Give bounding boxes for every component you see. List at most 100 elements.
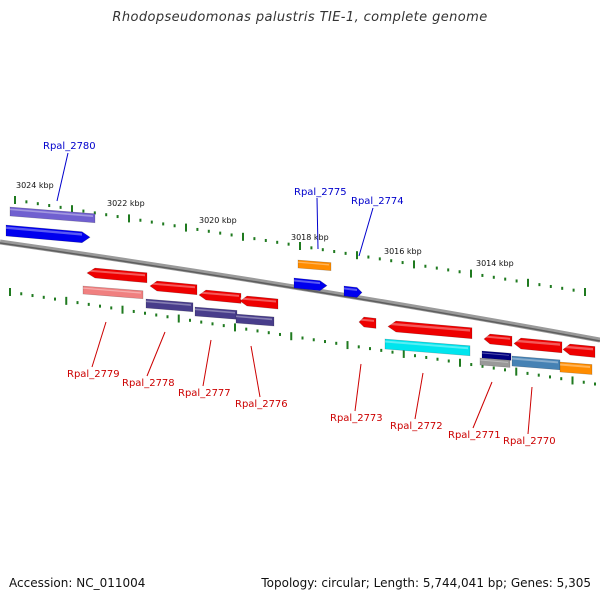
gene-rpal-2778 (149, 280, 198, 296)
rpal-2777-leader-line (202, 339, 212, 387)
kbp-label: 3024 kbp (16, 181, 54, 190)
gene-rpal-2772-cog (384, 338, 471, 357)
rpal-2778-label: Rpal_2778 (122, 378, 175, 389)
gene-rpal-2776 (239, 295, 279, 310)
gene-rpal-2770-cog (559, 361, 593, 375)
kbp-label: 3014 kbp (476, 259, 514, 268)
rpal-2774-label: Rpal_2774 (351, 196, 404, 207)
gene-rpal-2770a-cog (511, 355, 561, 371)
gene-rpal-2772-cog-body (384, 338, 471, 357)
rpal-2772-label: Rpal_2772 (390, 421, 443, 432)
gene-rpal-2777-cog (194, 306, 238, 320)
rpal-2771-leader-line (472, 381, 493, 429)
gene-rpal-2776-cog-highlight (236, 315, 272, 321)
gene-rpal-2770a-cog-highlight (512, 357, 558, 364)
topology-text: Topology: circular; Length: 5,744,041 bp… (261, 576, 591, 590)
rpal-2773-label: Rpal_2773 (330, 413, 383, 424)
gene-rpal-2775-cog-highlight (298, 261, 329, 266)
rpal-2776-leader-line (250, 345, 261, 398)
gene-rpal-2780-cog (9, 206, 96, 224)
gene-rpal-2780-cog-highlight (10, 208, 93, 217)
gene-rpal-2770a-body (513, 337, 563, 354)
map-title: Rhodopseudomonas palustris TIE-1, comple… (112, 10, 488, 25)
gene-rpal-2779-highlight (87, 269, 145, 277)
rpal-2775-label: Rpal_2775 (294, 187, 347, 198)
gene-rpal-2776-body (239, 295, 279, 310)
gene-rpal-2779-body (86, 267, 148, 284)
rpal-2773-leader-line (354, 363, 362, 412)
gene-rpal-2771-cog-a-highlight (482, 352, 509, 356)
gene-rpal-2776-cog (235, 313, 275, 327)
gene-rpal-2771-cog-b (479, 357, 511, 368)
rpal-2770-leader-line (527, 386, 533, 435)
gene-rpal-2774-highlight (344, 287, 357, 291)
gene-rpal-2777-cog-body (194, 306, 238, 320)
gene-rpal-2770a-cog-body (511, 355, 561, 371)
gene-rpal-2778-highlight (150, 282, 195, 289)
gene-rpal-2777-body (198, 289, 242, 304)
gene-rpal-2770a (513, 337, 563, 354)
gene-rpal-2772-highlight (388, 322, 470, 332)
gene-rpal-2776-cog-body (235, 313, 275, 327)
gene-rpal-2772 (387, 320, 473, 340)
gene-rpal-2779 (86, 267, 148, 284)
gene-rpal-2778-cog-highlight (146, 300, 191, 306)
gene-rpal-2775-cog-body (297, 259, 332, 271)
gene-rpal-2770-highlight (563, 345, 593, 351)
kbp-label: 3016 kbp (384, 247, 422, 256)
kbp-label: 3018 kbp (291, 233, 329, 242)
gene-rpal-2773-highlight (359, 318, 374, 322)
gene-rpal-2771-body (483, 333, 513, 347)
gene-rpal-2770-cog-highlight (560, 363, 590, 369)
rpal-2777-label: Rpal_2777 (178, 388, 231, 399)
rpal-2779-leader-line (91, 321, 107, 368)
gene-rpal-2777-cog-highlight (195, 308, 235, 314)
rpal-2776-label: Rpal_2776 (235, 399, 288, 410)
rpal-2774-leader-line (358, 207, 374, 257)
backbone-shadow (0, 242, 600, 342)
gene-rpal-2774 (343, 285, 363, 298)
gene-rpal-2770a-highlight (514, 339, 560, 346)
gene-rpal-2771-cog-b-body (479, 357, 511, 368)
rpal-2772-leader-line (414, 372, 424, 420)
gene-rpal-2773-body (358, 316, 377, 329)
gene-rpal-2779-cog (82, 285, 144, 300)
gene-rpal-2779-cog-body (82, 285, 144, 300)
gene-rpal-2770-body (562, 343, 596, 358)
gene-rpal-2775-highlight (294, 279, 320, 285)
rpal-2775-leader-line (316, 197, 319, 250)
accession-text: Accession: NC_011004 (9, 576, 146, 590)
gene-rpal-2772-body (387, 320, 473, 340)
gene-rpal-2780-cog-body (9, 206, 96, 224)
gene-rpal-2774-body (343, 285, 363, 298)
rpal-2779-label: Rpal_2779 (67, 369, 120, 380)
gene-rpal-2777-highlight (199, 291, 239, 297)
kbp-label: 3022 kbp (107, 199, 145, 208)
rpal-2770-label: Rpal_2770 (503, 436, 556, 447)
gene-rpal-2772-cog-highlight (385, 340, 468, 350)
rpal-2780-leader-line (56, 152, 69, 202)
gene-rpal-2775-cog (297, 259, 332, 271)
gene-rpal-2771-cog-a (481, 350, 512, 361)
gene-rpal-2773 (358, 316, 377, 329)
gene-rpal-2777 (198, 289, 242, 304)
gene-rpal-2770-cog-body (559, 361, 593, 375)
gene-rpal-2780-highlight (6, 226, 82, 236)
gene-rpal-2780-body (5, 224, 91, 244)
gene-rpal-2775-body (293, 277, 328, 291)
rpal-2780-label: Rpal_2780 (43, 141, 96, 152)
gene-rpal-2779-cog-highlight (83, 287, 141, 294)
gene-rpal-2771-highlight (484, 335, 510, 340)
gene-rpal-2775 (293, 277, 328, 291)
kbp-label: 3020 kbp (199, 216, 237, 225)
gene-rpal-2778-cog-body (145, 298, 194, 313)
gene-rpal-2778-cog (145, 298, 194, 313)
gene-rpal-2780 (5, 224, 91, 244)
gene-rpal-2771 (483, 333, 513, 347)
gene-rpal-2771-cog-b-highlight (480, 359, 508, 363)
rpal-2771-label: Rpal_2771 (448, 430, 501, 441)
gene-rpal-2776-highlight (240, 297, 276, 303)
gene-rpal-2778-body (149, 280, 198, 296)
rpal-2778-leader-line (146, 331, 166, 377)
